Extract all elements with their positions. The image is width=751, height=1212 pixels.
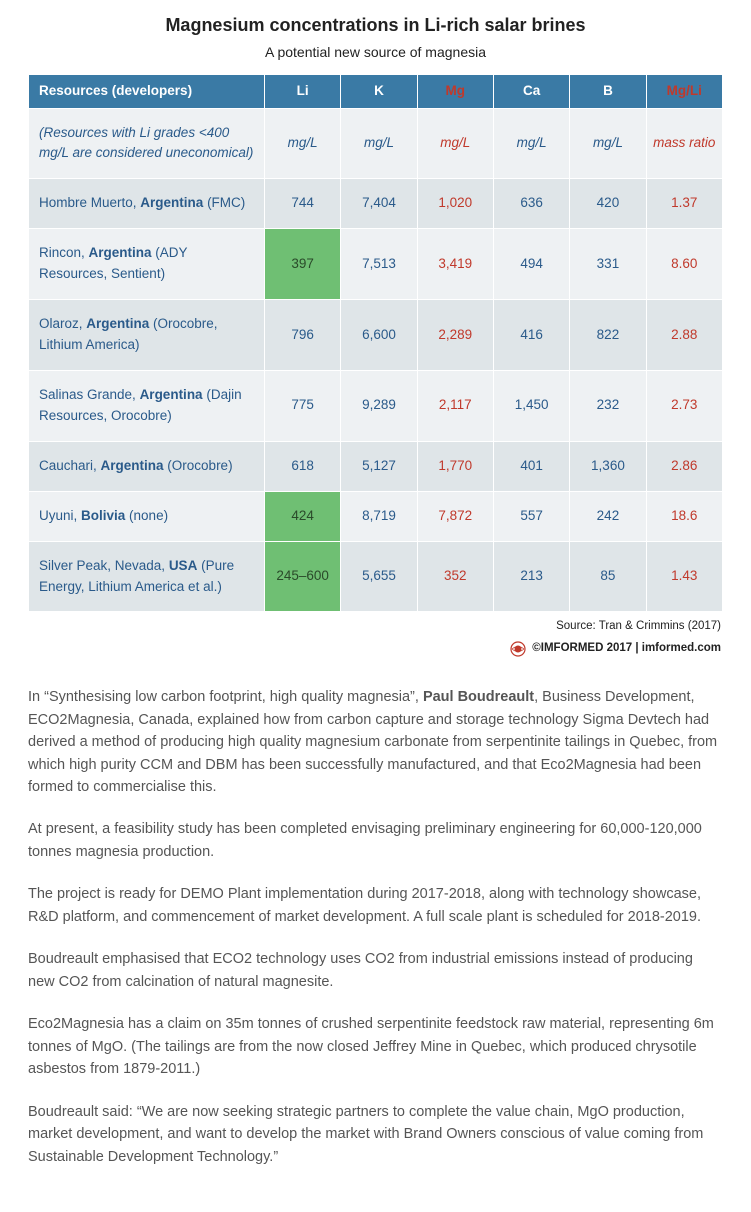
cell-res: Olaroz, Argentina (Orocobre, Lithium Ame… [29,300,265,371]
article-body: In “Synthesising low carbon footprint, h… [28,686,723,1168]
cell-k: 9,289 [341,370,417,441]
cell-res: Cauchari, Argentina (Orocobre) [29,441,265,491]
page-subtitle: A potential new source of magnesia [28,42,723,64]
units-b: mg/L [570,108,646,179]
cell-b: 85 [570,541,646,612]
cell-k: 6,600 [341,300,417,371]
cell-res: Rincon, Argentina (ADY Resources, Sentie… [29,229,265,300]
cell-ca: 416 [493,300,569,371]
table-row: Rincon, Argentina (ADY Resources, Sentie… [29,229,723,300]
table-header-row: Resources (developers)LiKMgCaBMg/Li [29,74,723,108]
cell-li: 744 [264,179,340,229]
cell-res: Silver Peak, Nevada, USA (Pure Energy, L… [29,541,265,612]
cell-mgli: 8.60 [646,229,722,300]
cell-ca: 401 [493,441,569,491]
credit-line: ©IMFORMED 2017 | imformed.com [28,640,721,658]
cell-mg: 1,770 [417,441,493,491]
cell-li: 424 [264,491,340,541]
table-row: Silver Peak, Nevada, USA (Pure Energy, L… [29,541,723,612]
table-row: Hombre Muerto, Argentina (FMC)7447,4041,… [29,179,723,229]
body-paragraph: Boudreault emphasised that ECO2 technolo… [28,948,723,993]
source-line: Source: Tran & Crimmins (2017) [28,618,721,636]
body-paragraph: Boudreault said: “We are now seeking str… [28,1101,723,1168]
col-mgli: Mg/Li [646,74,722,108]
table-row: Salinas Grande, Argentina (Dajin Resourc… [29,370,723,441]
cell-li: 775 [264,370,340,441]
cell-ca: 213 [493,541,569,612]
cell-ca: 636 [493,179,569,229]
cell-li: 397 [264,229,340,300]
cell-mgli: 18.6 [646,491,722,541]
cell-b: 232 [570,370,646,441]
cell-mg: 1,020 [417,179,493,229]
cell-mgli: 2.73 [646,370,722,441]
cell-k: 5,127 [341,441,417,491]
table-body: (Resources with Li grades <400 mg/L are … [29,108,723,612]
col-b: B [570,74,646,108]
units-ca: mg/L [493,108,569,179]
col-li: Li [264,74,340,108]
body-paragraph: At present, a feasibility study has been… [28,818,723,863]
table-units-row: (Resources with Li grades <400 mg/L are … [29,108,723,179]
cell-k: 7,404 [341,179,417,229]
cell-mgli: 1.37 [646,179,722,229]
units-res: (Resources with Li grades <400 mg/L are … [29,108,265,179]
cell-b: 420 [570,179,646,229]
body-paragraph: In “Synthesising low carbon footprint, h… [28,686,723,798]
brine-table: Resources (developers)LiKMgCaBMg/Li (Res… [28,74,723,613]
cell-mg: 3,419 [417,229,493,300]
cell-ca: 494 [493,229,569,300]
cell-li: 618 [264,441,340,491]
col-ca: Ca [493,74,569,108]
cell-mg: 352 [417,541,493,612]
cell-k: 7,513 [341,229,417,300]
units-mgli: mass ratio [646,108,722,179]
credit-text: ©IMFORMED 2017 | imformed.com [532,640,721,658]
cell-b: 1,360 [570,441,646,491]
table-row: Cauchari, Argentina (Orocobre)6185,1271,… [29,441,723,491]
cell-li: 245–600 [264,541,340,612]
body-paragraph: Eco2Magnesia has a claim on 35m tonnes o… [28,1013,723,1080]
table-row: Uyuni, Bolivia (none)4248,7197,872557242… [29,491,723,541]
cell-k: 8,719 [341,491,417,541]
cell-mgli: 2.88 [646,300,722,371]
col-mg: Mg [417,74,493,108]
cell-res: Hombre Muerto, Argentina (FMC) [29,179,265,229]
cell-li: 796 [264,300,340,371]
cell-res: Uyuni, Bolivia (none) [29,491,265,541]
col-res: Resources (developers) [29,74,265,108]
cell-b: 242 [570,491,646,541]
cell-mg: 7,872 [417,491,493,541]
col-k: K [341,74,417,108]
cell-mgli: 2.86 [646,441,722,491]
units-li: mg/L [264,108,340,179]
cell-b: 822 [570,300,646,371]
page-title: Magnesium concentrations in Li-rich sala… [28,12,723,40]
cell-k: 5,655 [341,541,417,612]
cell-res: Salinas Grande, Argentina (Dajin Resourc… [29,370,265,441]
cell-mgli: 1.43 [646,541,722,612]
units-mg: mg/L [417,108,493,179]
imformed-logo-icon [510,641,526,657]
cell-b: 331 [570,229,646,300]
cell-mg: 2,289 [417,300,493,371]
cell-ca: 557 [493,491,569,541]
body-paragraph: The project is ready for DEMO Plant impl… [28,883,723,928]
table-row: Olaroz, Argentina (Orocobre, Lithium Ame… [29,300,723,371]
cell-ca: 1,450 [493,370,569,441]
units-k: mg/L [341,108,417,179]
cell-mg: 2,117 [417,370,493,441]
